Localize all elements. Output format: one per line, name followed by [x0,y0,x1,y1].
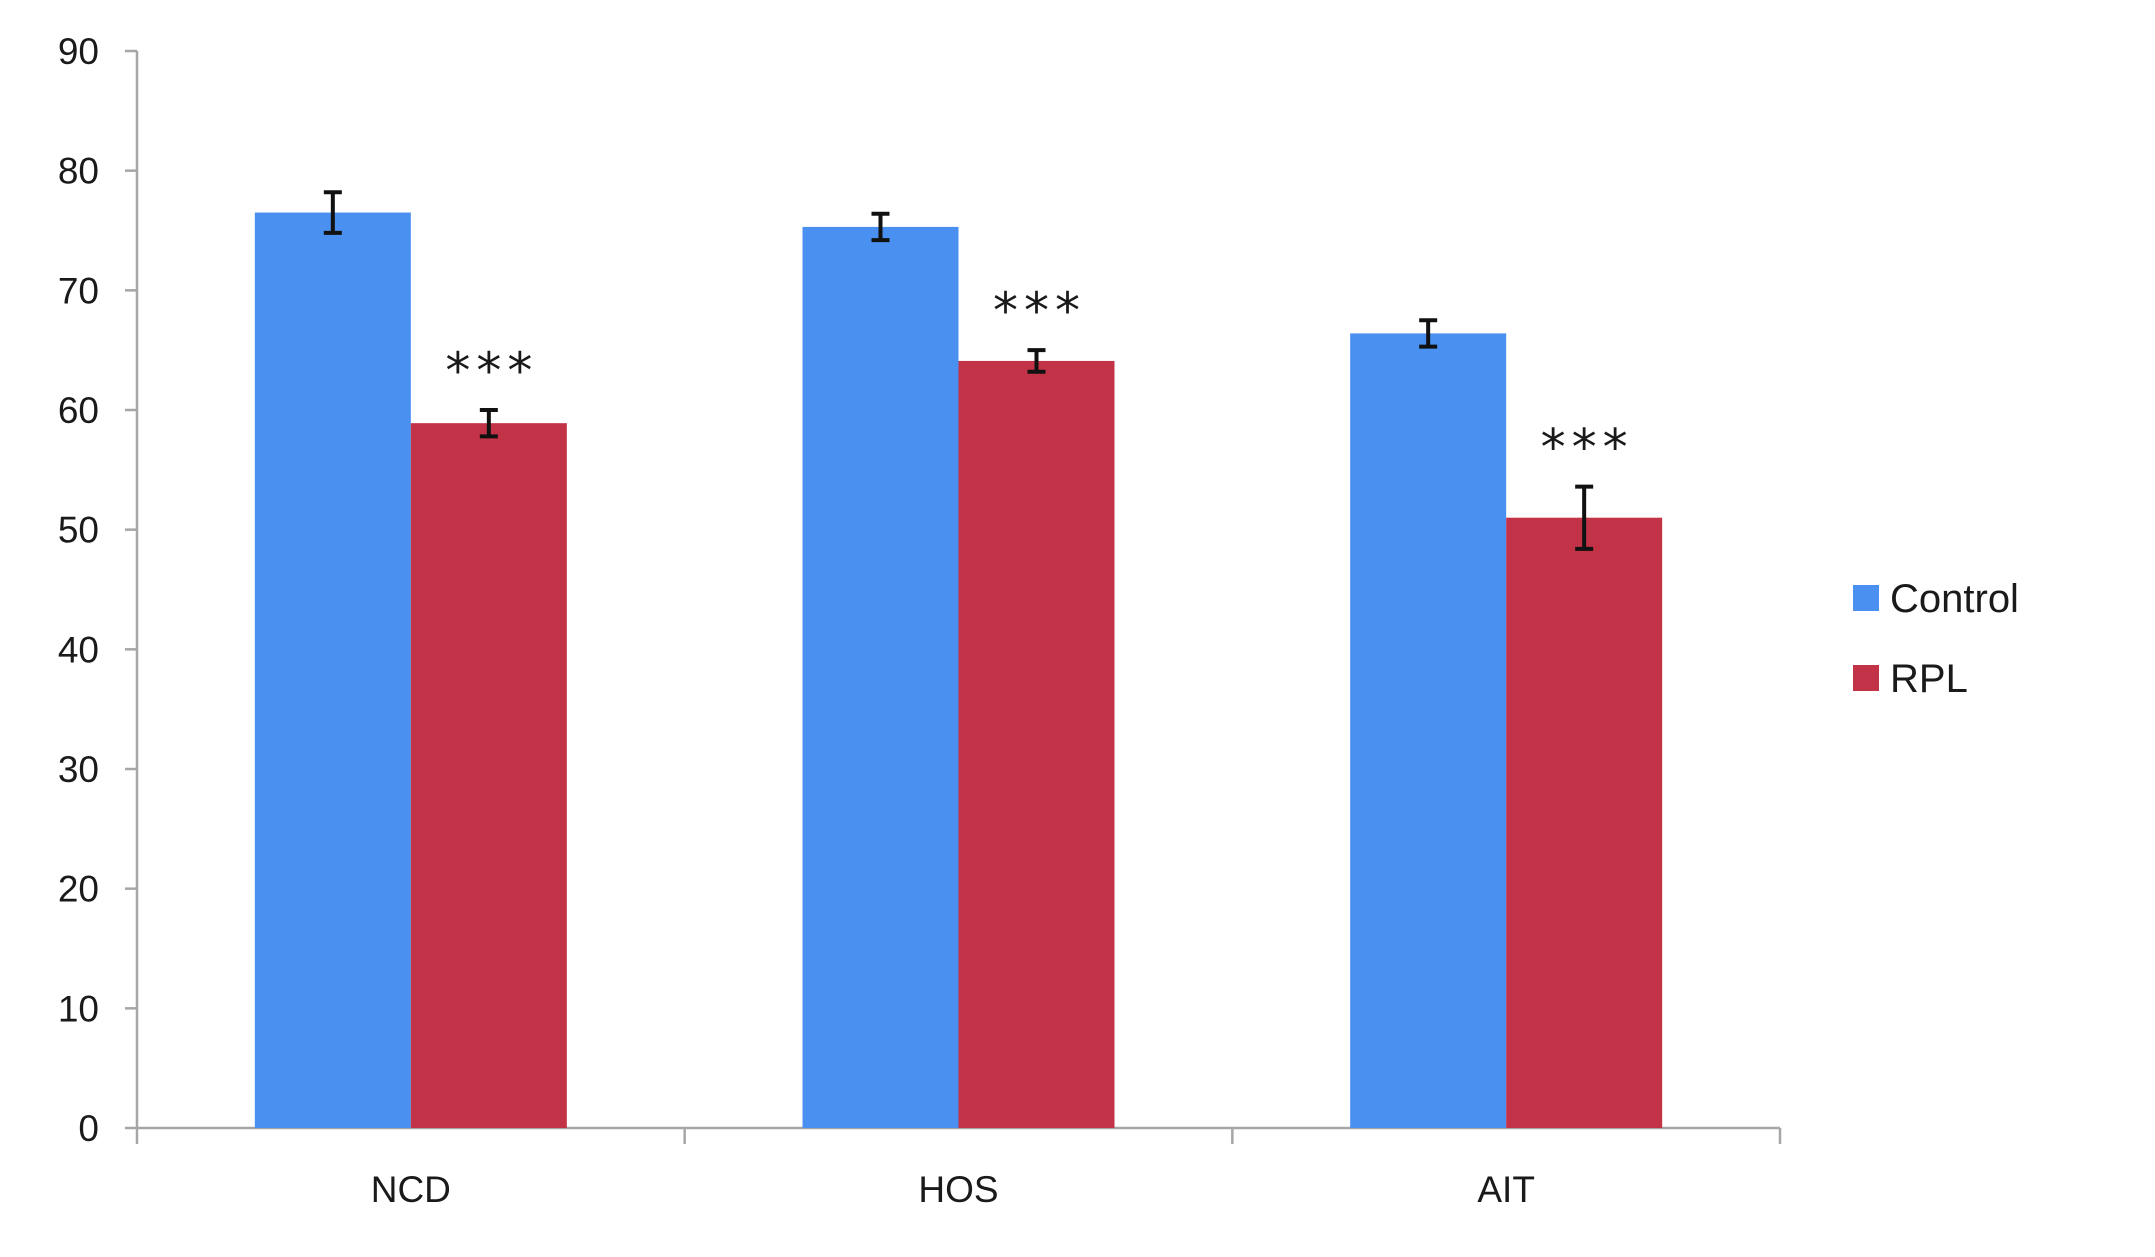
y-tick-label: 10 [58,988,99,1029]
x-category-label: AIT [1477,1169,1535,1210]
bar-rpl-ait [1506,517,1663,1128]
legend-label: Control [1890,577,2019,621]
y-tick-label: 80 [58,151,99,192]
y-tick-label: 30 [58,749,99,790]
plot-area: 0 10 20 30 40 50 60 70 80 90 *** NCD *** HOS *** AIT [58,31,1782,1210]
x-category-label: HOS [918,1169,998,1210]
y-tick-label: 90 [58,31,99,72]
bar-control-hos [802,226,959,1128]
x-category-label: NCD [371,1169,451,1210]
legend-swatch [1853,665,1879,691]
legend: Control RPL [1853,577,2019,701]
bar-control-ait [1350,333,1507,1128]
significance-label: *** [993,282,1086,340]
y-tick-label: 60 [58,390,99,431]
y-tick-label: 50 [58,510,99,551]
y-tick-label: 0 [78,1108,99,1149]
significance-label: *** [445,342,538,400]
significance-label: *** [1541,419,1634,477]
y-tick-label: 40 [58,629,99,670]
y-tick-label: 70 [58,270,99,311]
legend-swatch [1853,585,1879,611]
bar-control-ncd [254,212,411,1129]
bar-rpl-hos [958,360,1115,1129]
y-tick-label: 20 [58,869,99,910]
bar-rpl-ncd [410,423,567,1128]
legend-label: RPL [1890,657,1968,701]
